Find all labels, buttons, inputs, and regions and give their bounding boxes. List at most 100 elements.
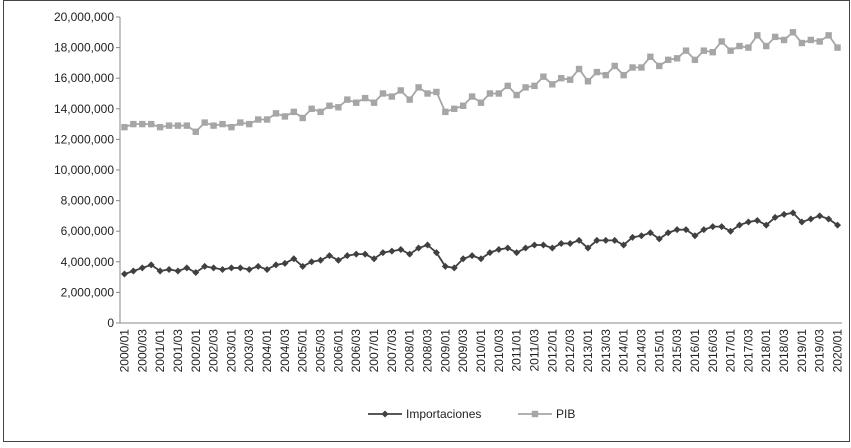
x-tick-label: 2017/01 [724, 329, 738, 373]
data-point [459, 102, 467, 109]
data-point [334, 256, 342, 264]
data-point [593, 236, 601, 244]
data-point [219, 265, 227, 273]
data-point [736, 42, 743, 50]
x-tick-label: 2006/03 [349, 329, 363, 373]
data-point [522, 244, 530, 252]
data-point [495, 246, 503, 254]
data-point [682, 226, 690, 234]
y-tick-label: 0 [107, 316, 114, 330]
data-point [798, 39, 806, 47]
y-tick-label: 18,000,000 [54, 41, 114, 55]
data-point [513, 249, 521, 257]
data-point [370, 255, 378, 263]
x-tick-label: 2014/01 [617, 329, 631, 373]
data-point [388, 93, 396, 100]
x-tick-label: 2007/01 [367, 329, 381, 373]
y-tick-label: 4,000,000 [61, 255, 115, 269]
data-point [700, 226, 708, 234]
data-point [637, 232, 645, 240]
data-point [664, 229, 672, 237]
data-point [816, 212, 824, 220]
data-point [558, 75, 565, 82]
data-point [441, 262, 449, 270]
data-point [629, 233, 637, 241]
data-point [165, 265, 173, 273]
data-point [468, 93, 476, 100]
y-tick-label: 20,000,000 [54, 10, 114, 24]
x-tick-label: 2010/03 [492, 329, 506, 373]
data-point [789, 209, 797, 217]
data-point [825, 215, 833, 223]
data-point [388, 247, 396, 255]
data-point [281, 113, 289, 120]
legend-label: PIB [556, 407, 575, 421]
x-tick-label: 2019/03 [813, 329, 827, 373]
data-point [370, 99, 378, 106]
data-point [673, 55, 681, 62]
data-point [718, 38, 725, 45]
legend-label: Importaciones [406, 407, 481, 421]
data-point [495, 90, 503, 97]
data-point [344, 96, 351, 103]
legend-marker [381, 410, 389, 418]
data-point [646, 229, 654, 237]
x-tick-label: 2013/01 [581, 329, 595, 373]
data-point [566, 76, 574, 83]
data-point [424, 241, 432, 249]
data-point [272, 110, 280, 117]
data-point [771, 33, 779, 41]
data-point [638, 64, 645, 71]
x-tick-label: 2016/01 [688, 329, 702, 373]
y-tick-label: 6,000,000 [61, 224, 115, 238]
data-point [201, 262, 209, 270]
data-point [709, 223, 717, 231]
data-point [656, 62, 663, 70]
data-point [192, 128, 199, 135]
data-point [477, 99, 485, 106]
data-point [504, 244, 512, 252]
data-point [263, 116, 271, 123]
data-point [789, 29, 797, 36]
x-tick-label: 2011/03 [527, 329, 541, 372]
data-point [834, 44, 841, 51]
data-point [139, 120, 146, 128]
data-point [468, 252, 476, 260]
x-tick-label: 2005/01 [296, 329, 310, 373]
data-point [575, 65, 583, 73]
data-point [343, 252, 351, 260]
data-point [531, 82, 538, 90]
data-point [433, 88, 440, 96]
data-point [183, 264, 191, 272]
data-point [530, 241, 538, 249]
data-point [406, 96, 413, 103]
data-point [744, 218, 752, 226]
data-point [763, 42, 770, 50]
data-point [566, 239, 574, 247]
data-point [673, 226, 681, 234]
data-point [593, 68, 601, 76]
x-tick-label: 2001/01 [153, 329, 167, 373]
data-point [317, 108, 324, 116]
data-point [156, 123, 164, 131]
data-point [754, 32, 761, 39]
data-point [807, 215, 815, 223]
data-point [415, 84, 422, 91]
data-point [486, 249, 494, 257]
x-tick-label: 2010/01 [474, 329, 488, 373]
y-tick-label: 12,000,000 [54, 132, 114, 146]
data-point [486, 90, 494, 97]
x-tick-label: 2004/03 [278, 329, 292, 373]
x-tick-label: 2012/01 [545, 329, 559, 373]
data-point [602, 71, 609, 79]
y-tick-label: 2,000,000 [61, 285, 115, 299]
data-point [825, 32, 832, 39]
data-point [210, 122, 217, 129]
data-point [120, 270, 128, 278]
y-tick-label: 16,000,000 [54, 71, 114, 85]
data-point [299, 262, 307, 270]
data-point [682, 47, 690, 54]
data-point [397, 246, 405, 254]
data-point [575, 236, 583, 244]
data-point [272, 261, 280, 269]
